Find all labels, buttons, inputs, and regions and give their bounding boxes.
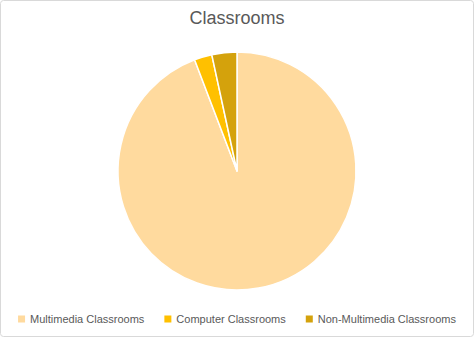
- legend-item: Non-Multimedia Classrooms: [306, 313, 457, 325]
- pie-slice: [212, 52, 237, 171]
- legend: Multimedia Classrooms Computer Classrooms…: [18, 313, 456, 325]
- legend-label: Computer Classrooms: [176, 313, 286, 325]
- pie: [118, 52, 356, 290]
- chart-container: Classrooms Multimedia Classrooms Computer …: [0, 0, 474, 337]
- chart-title: Classrooms: [189, 8, 284, 28]
- legend-label: Non-Multimedia Classrooms: [318, 313, 457, 325]
- chart-svg: Classrooms Multimedia Classrooms Computer …: [0, 0, 474, 337]
- legend-swatch: [306, 316, 313, 323]
- legend-swatch: [18, 316, 25, 323]
- legend-swatch: [164, 316, 171, 323]
- legend-item: Computer Classrooms: [164, 313, 286, 325]
- pie-slice: [118, 52, 356, 290]
- chart-frame: [1, 1, 474, 337]
- legend-label: Multimedia Classrooms: [30, 313, 145, 325]
- legend-item: Multimedia Classrooms: [18, 313, 145, 325]
